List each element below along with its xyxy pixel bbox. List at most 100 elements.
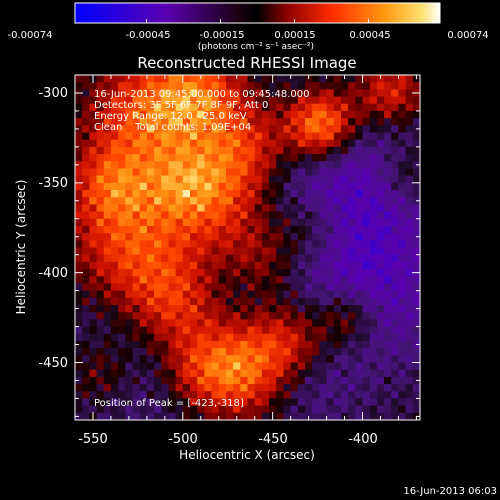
heatmap-cell [333,197,342,205]
heatmap-cell [362,89,371,98]
heatmap-cell [333,247,342,256]
heatmap-cell [405,276,414,285]
heatmap-cell [132,269,141,277]
heatmap-cell [161,211,170,220]
heatmap-cell [89,110,98,119]
heatmap-cell [211,247,220,256]
heatmap-cell [333,82,342,90]
heatmap-cell [384,125,392,134]
heatmap-cell [283,118,292,126]
heatmap-cell [132,412,141,420]
heatmap-cell [269,290,277,299]
heatmap-cell [132,290,141,299]
heatmap-cell [110,305,119,313]
heatmap-cell [103,391,112,400]
heatmap-cell [154,125,162,134]
heatmap-cell [398,139,407,148]
heatmap-cell [204,211,213,220]
heatmap-cell [290,297,299,306]
heatmap-cell [146,305,155,313]
heatmap-cell [319,139,328,148]
heatmap-cell [254,225,263,234]
heatmap-cell [190,247,198,256]
heatmap-cell [118,269,126,277]
heatmap-cell [204,391,213,400]
heatmap-cell [125,326,134,335]
heatmap-cell [269,118,277,126]
heatmap-cell [398,218,407,227]
heatmap-cell [369,89,378,98]
heatmap-cell [161,146,170,155]
heatmap-cell [125,362,134,371]
heatmap-cell [211,225,220,234]
heatmap-cell [348,96,356,105]
heatmap-cell [261,319,270,328]
heatmap-cell [139,197,148,205]
heatmap-cell [333,161,342,170]
heatmap-cell [276,340,285,349]
heatmap-cell [168,333,177,342]
heatmap-cell [269,175,277,184]
heatmap-cell [283,340,292,349]
heatmap-cell [211,197,220,205]
heatmap-cell [146,283,155,292]
heatmap-cell [269,204,277,213]
heatmap-cell [190,118,198,126]
colorbar-tick-label: 0.00074 [447,30,488,41]
heatmap-cell [326,103,335,112]
heatmap-cell [348,355,356,364]
heatmap-cell [240,405,249,414]
heatmap-cell [384,261,392,270]
heatmap-cell [218,326,227,335]
heatmap-cell [161,261,170,270]
heatmap-cell [290,89,299,98]
heatmap-cell [154,225,162,234]
heatmap-cell [276,125,285,134]
heatmap-cell [197,218,205,227]
heatmap-cell [391,161,400,170]
heatmap-cell [290,110,299,119]
heatmap-cell [340,197,349,205]
heatmap-cell [326,154,335,162]
heatmap-cell [269,190,277,198]
heatmap-cell [218,269,227,277]
heatmap-cell [362,218,371,227]
heatmap-cell [168,412,177,420]
heatmap-cell [211,75,220,83]
heatmap-cell [369,333,378,342]
heatmap-cell [247,283,256,292]
heatmap-cell [333,391,342,400]
heatmap-cell [319,326,328,335]
heatmap-cell [369,190,378,198]
heatmap-cell [103,348,112,356]
heatmap-cell [211,82,220,90]
heatmap-cell [182,348,191,356]
heatmap-cell [82,254,90,263]
heatmap-cell [118,154,126,162]
heatmap-cell [333,204,342,213]
heatmap-cell [125,398,134,407]
heatmap-cell [261,326,270,335]
heatmap-cell [240,204,249,213]
heatmap-cell [276,154,285,162]
heatmap-cell [326,247,335,256]
heatmap-cell [233,103,241,112]
heatmap-cell [225,269,234,277]
heatmap-cell [283,240,292,249]
heatmap-cell [276,139,285,148]
heatmap-cell [348,412,356,420]
heatmap-cell [326,96,335,105]
heatmap-cell [391,89,400,98]
heatmap-cell [348,297,356,306]
heatmap-cell [233,326,241,335]
heatmap-cell [376,405,385,414]
heatmap-cell [197,376,205,385]
heatmap-cell [412,276,420,285]
heatmap-cell [110,312,119,320]
heatmap-cell [254,204,263,213]
heatmap-cell [355,362,364,371]
heatmap-cell [240,340,249,349]
heatmap-cell [161,405,170,414]
heatmap-cell [154,110,162,119]
heatmap-cell [297,384,306,392]
